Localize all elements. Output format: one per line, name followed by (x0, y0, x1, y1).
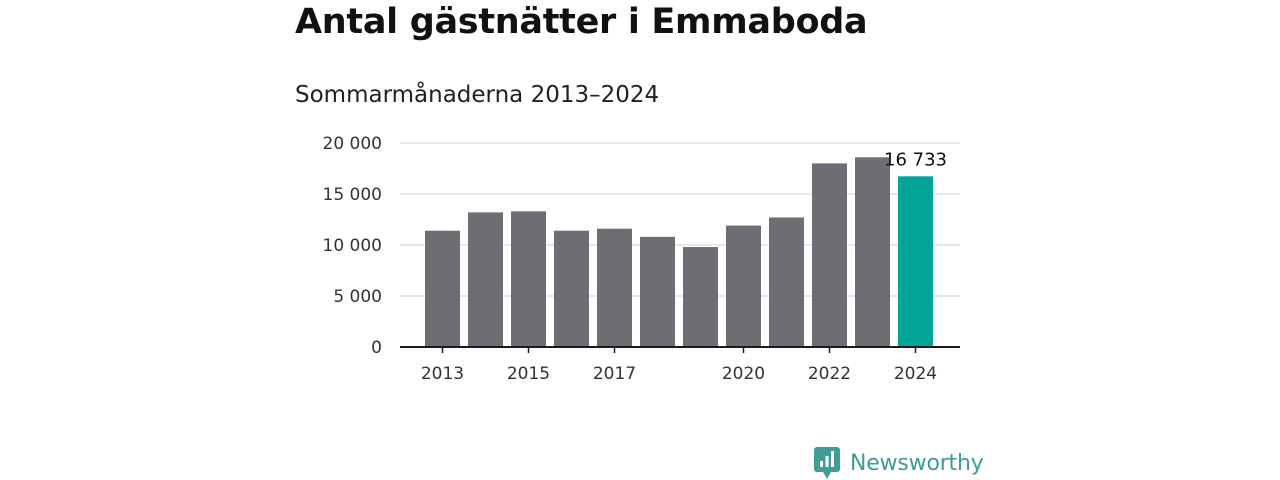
bar-2014 (468, 212, 503, 347)
y-tick-label: 0 (371, 338, 382, 358)
chart-subtitle: Sommarmånaderna 2013–2024 (295, 82, 660, 108)
y-tick-label: 20 000 (323, 134, 382, 154)
bar-2019 (683, 247, 718, 347)
bar-2024 (898, 176, 933, 347)
bar-2016 (554, 230, 589, 347)
bar-2015 (511, 211, 546, 347)
y-tick-label: 10 000 (323, 236, 382, 256)
bar-2018 (640, 236, 675, 347)
bar-2020 (726, 225, 761, 347)
brand-name: Newsworthy (850, 450, 984, 476)
x-tick-label: 2022 (808, 364, 851, 384)
x-tick-label: 2013 (421, 364, 464, 384)
x-tick-label: 2015 (507, 364, 550, 384)
bar-2023 (855, 157, 890, 347)
bar-2022 (812, 163, 847, 347)
newsworthy-brand: Newsworthy (814, 446, 984, 480)
bar-2017 (597, 228, 632, 347)
bar-2013 (425, 230, 460, 347)
x-tick-label: 2017 (593, 364, 636, 384)
x-tick-label: 2020 (722, 364, 765, 384)
bar-2021 (769, 217, 804, 347)
y-tick-label: 5 000 (333, 287, 382, 307)
y-tick-label: 15 000 (323, 185, 382, 205)
data-label-2024: 16 733 (884, 149, 947, 170)
x-tick-label: 2024 (894, 364, 937, 384)
newsworthy-logo-icon (814, 447, 840, 479)
chart-title: Antal gästnätter i Emmaboda (295, 2, 868, 42)
